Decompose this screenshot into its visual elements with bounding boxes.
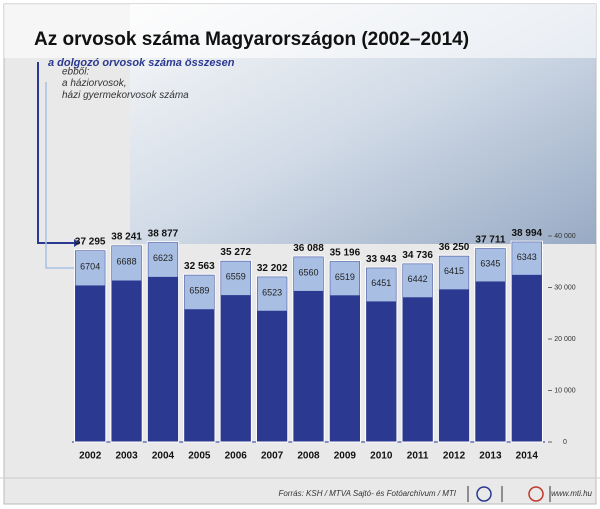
- title-band: [4, 4, 596, 58]
- bar-segment: [148, 242, 178, 277]
- bar-segment: [512, 242, 542, 275]
- bar-segment: [475, 248, 506, 282]
- x-tick-label: 2002: [79, 451, 102, 462]
- legend-note: ebből:: [62, 67, 89, 78]
- value-label: 35 272: [220, 247, 251, 258]
- value-label: 6343: [517, 252, 537, 262]
- bar-segment: [184, 275, 214, 310]
- value-label: 6415: [444, 266, 464, 276]
- logo: [528, 486, 544, 502]
- x-tick-label: 2010: [370, 451, 393, 462]
- value-label: 32 202: [257, 263, 288, 274]
- y-tick-label: 10 000: [554, 387, 576, 394]
- website: www.mti.hu: [551, 489, 592, 498]
- value-label: 6451: [371, 278, 391, 288]
- chart-title: Az orvosok száma Magyarországon (2002–20…: [34, 29, 469, 50]
- bar-segment: [330, 261, 360, 296]
- value-label: 6559: [226, 272, 246, 282]
- value-label: 6560: [298, 267, 318, 277]
- x-tick-label: 2007: [261, 451, 284, 462]
- value-label: 36 250: [439, 242, 470, 253]
- logo: [476, 486, 492, 502]
- y-tick-label: 30 000: [554, 284, 576, 291]
- bar-segment: [75, 250, 105, 286]
- value-label: 35 196: [330, 247, 361, 258]
- x-tick-label: 2008: [297, 451, 320, 462]
- x-tick-label: 2012: [443, 451, 466, 462]
- value-label: 37 295: [75, 237, 106, 248]
- value-label: 6523: [262, 287, 282, 297]
- bar-segment: [293, 257, 324, 291]
- legend-label: a háziorvosok, házi gyermekorvosok száma: [62, 78, 189, 101]
- legend-label: a dolgozó orvosok száma összesen: [48, 57, 235, 69]
- legend-arrow: [37, 62, 78, 244]
- bar-segment: [439, 256, 469, 290]
- bar-segment: [111, 246, 142, 281]
- value-label: 6623: [153, 253, 173, 263]
- x-tick-label: 2004: [152, 451, 175, 462]
- value-label: 6442: [408, 274, 428, 284]
- bar-segment: [366, 268, 396, 302]
- value-label: 6704: [80, 262, 100, 272]
- y-tick-label: 40 000: [554, 233, 576, 240]
- y-tick-label: 0: [563, 439, 567, 446]
- value-label: 6345: [480, 259, 500, 269]
- x-tick-label: 2013: [479, 451, 502, 462]
- value-label: 34 736: [402, 250, 433, 261]
- x-tick-label: 2005: [188, 451, 211, 462]
- x-tick-label: 2011: [407, 451, 429, 462]
- value-label: 6589: [189, 286, 209, 296]
- x-tick-label: 2009: [334, 451, 357, 462]
- x-tick-label: 2003: [115, 451, 138, 462]
- bar-segment: [221, 261, 251, 296]
- source: Forrás: KSH / MTVA Sajtó- és Fotóarchívu…: [278, 489, 456, 498]
- value-label: 38 877: [148, 228, 179, 239]
- bar-segment: [403, 264, 433, 298]
- x-tick-label: 2014: [516, 451, 539, 462]
- value-label: 33 943: [366, 254, 397, 265]
- value-label: 38 241: [111, 232, 142, 243]
- value-label: 6688: [117, 257, 137, 267]
- legend-arrowhead: [74, 239, 80, 247]
- value-label: 38 994: [512, 228, 543, 239]
- bar-segment: [257, 277, 287, 311]
- value-label: 37 711: [475, 234, 505, 245]
- legend-arrow: [45, 82, 78, 269]
- value-label: 6519: [335, 272, 355, 282]
- value-label: 36 088: [293, 243, 324, 254]
- y-tick-label: 20 000: [554, 336, 576, 343]
- x-tick-label: 2006: [225, 451, 248, 462]
- value-label: 32 563: [184, 261, 215, 272]
